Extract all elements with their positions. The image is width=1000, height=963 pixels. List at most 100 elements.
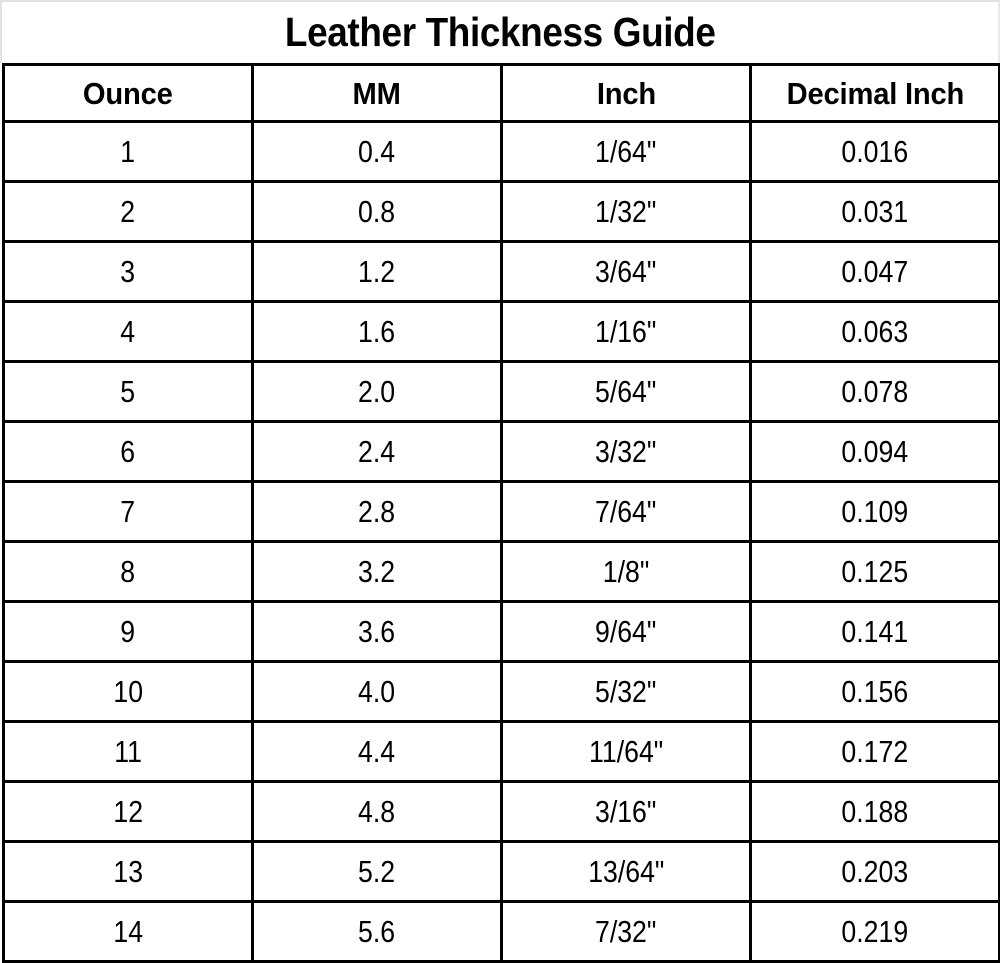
cell-mm: 4.8 xyxy=(251,780,503,843)
cell-decimal: 0.063 xyxy=(749,300,1000,363)
cell-ounce: 8 xyxy=(2,540,254,603)
cell-mm-value: 0.4 xyxy=(358,134,396,169)
cell-ounce-value: 10 xyxy=(113,674,143,709)
cell-decimal-value: 0.156 xyxy=(841,674,909,709)
cell-decimal-value: 0.109 xyxy=(841,494,909,529)
cell-inch-value: 3/16" xyxy=(595,794,657,829)
cell-mm: 2.0 xyxy=(251,360,503,423)
cell-decimal: 0.031 xyxy=(749,180,1000,243)
cell-inch-value: 1/8" xyxy=(602,554,650,589)
cell-ounce: 12 xyxy=(2,780,254,843)
cell-mm: 2.4 xyxy=(251,420,503,483)
cell-decimal: 0.203 xyxy=(749,840,1000,903)
cell-inch: 3/64" xyxy=(500,240,752,303)
cell-decimal-value: 0.188 xyxy=(841,794,909,829)
table-row: 4 1.6 1/16" 0.063 xyxy=(2,300,1000,363)
table-row: 12 4.8 3/16" 0.188 xyxy=(2,780,1000,843)
cell-inch: 13/64" xyxy=(500,840,752,903)
cell-inch-value: 9/64" xyxy=(595,614,657,649)
cell-ounce: 2 xyxy=(2,180,254,243)
cell-ounce-value: 9 xyxy=(120,614,136,649)
cell-inch-value: 7/64" xyxy=(595,494,657,529)
cell-mm-value: 5.6 xyxy=(358,914,396,949)
cell-inch-value: 5/64" xyxy=(595,374,657,409)
cell-inch: 7/32" xyxy=(500,900,752,963)
cell-mm-value: 2.8 xyxy=(358,494,396,529)
cell-inch-value: 1/16" xyxy=(595,314,657,349)
column-header-mm: MM xyxy=(251,63,503,123)
cell-decimal-value: 0.141 xyxy=(841,614,909,649)
cell-inch-value: 1/32" xyxy=(595,194,657,229)
cell-mm: 3.2 xyxy=(251,540,503,603)
cell-mm-value: 4.0 xyxy=(358,674,396,709)
cell-mm-value: 5.2 xyxy=(358,854,396,889)
table-header: Ounce MM Inch Decimal Inch xyxy=(2,63,1000,123)
table-row: 14 5.6 7/32" 0.219 xyxy=(2,900,1000,963)
cell-mm: 3.6 xyxy=(251,600,503,663)
cell-mm: 1.6 xyxy=(251,300,503,363)
cell-ounce-value: 5 xyxy=(120,374,136,409)
cell-inch-value: 13/64" xyxy=(587,854,665,889)
cell-decimal-value: 0.016 xyxy=(841,134,909,169)
cell-decimal: 0.078 xyxy=(749,360,1000,423)
cell-ounce-value: 14 xyxy=(113,914,143,949)
cell-inch: 1/64" xyxy=(500,120,752,183)
cell-ounce-value: 7 xyxy=(120,494,136,529)
cell-inch-value: 1/64" xyxy=(595,134,657,169)
cell-inch-value: 11/64" xyxy=(588,734,664,769)
cell-mm: 0.4 xyxy=(251,120,503,183)
cell-inch: 1/32" xyxy=(500,180,752,243)
cell-mm-value: 3.2 xyxy=(358,554,396,589)
table-body: 1 0.4 1/64" 0.016 2 0.8 1/32" 0.031 3 1.… xyxy=(2,120,1000,963)
leather-thickness-table: Ounce MM Inch Decimal Inch 1 0.4 1/64" 0… xyxy=(2,63,1000,963)
cell-decimal: 0.141 xyxy=(749,600,1000,663)
cell-inch-value: 3/32" xyxy=(595,434,657,469)
table-row: 1 0.4 1/64" 0.016 xyxy=(2,120,1000,183)
table-row: 3 1.2 3/64" 0.047 xyxy=(2,240,1000,303)
cell-mm: 5.2 xyxy=(251,840,503,903)
cell-decimal: 0.188 xyxy=(749,780,1000,843)
cell-inch: 5/64" xyxy=(500,360,752,423)
table-row: 9 3.6 9/64" 0.141 xyxy=(2,600,1000,663)
page-title: Leather Thickness Guide xyxy=(284,9,716,55)
column-header-decimal-inch-label: Decimal Inch xyxy=(786,75,964,111)
cell-decimal-value: 0.219 xyxy=(841,914,909,949)
cell-ounce-value: 3 xyxy=(120,254,136,289)
cell-mm-value: 2.4 xyxy=(358,434,396,469)
cell-inch: 3/16" xyxy=(500,780,752,843)
cell-decimal: 0.125 xyxy=(749,540,1000,603)
cell-ounce-value: 1 xyxy=(120,134,136,169)
cell-ounce: 14 xyxy=(2,900,254,963)
cell-ounce-value: 6 xyxy=(120,434,136,469)
page-title-band: Leather Thickness Guide xyxy=(0,0,1000,63)
cell-inch-value: 5/32" xyxy=(595,674,657,709)
column-header-inch-label: Inch xyxy=(596,75,656,111)
cell-ounce: 1 xyxy=(2,120,254,183)
cell-decimal-value: 0.125 xyxy=(841,554,909,589)
cell-mm: 5.6 xyxy=(251,900,503,963)
cell-mm: 0.8 xyxy=(251,180,503,243)
cell-mm: 4.4 xyxy=(251,720,503,783)
cell-ounce: 6 xyxy=(2,420,254,483)
cell-inch: 3/32" xyxy=(500,420,752,483)
cell-mm: 1.2 xyxy=(251,240,503,303)
cell-decimal: 0.156 xyxy=(749,660,1000,723)
column-header-decimal-inch: Decimal Inch xyxy=(749,63,1000,123)
cell-inch: 5/32" xyxy=(500,660,752,723)
table-row: 6 2.4 3/32" 0.094 xyxy=(2,420,1000,483)
cell-inch: 9/64" xyxy=(500,600,752,663)
table-row: 11 4.4 11/64" 0.172 xyxy=(2,720,1000,783)
cell-ounce: 9 xyxy=(2,600,254,663)
cell-ounce-value: 8 xyxy=(120,554,136,589)
cell-ounce: 11 xyxy=(2,720,254,783)
cell-inch: 1/16" xyxy=(500,300,752,363)
table-row: 5 2.0 5/64" 0.078 xyxy=(2,360,1000,423)
cell-mm-value: 4.4 xyxy=(358,734,396,769)
table-row: 13 5.2 13/64" 0.203 xyxy=(2,840,1000,903)
cell-inch: 11/64" xyxy=(500,720,752,783)
cell-ounce-value: 11 xyxy=(114,734,142,769)
cell-mm-value: 0.8 xyxy=(358,194,396,229)
cell-mm-value: 3.6 xyxy=(358,614,396,649)
cell-ounce: 5 xyxy=(2,360,254,423)
